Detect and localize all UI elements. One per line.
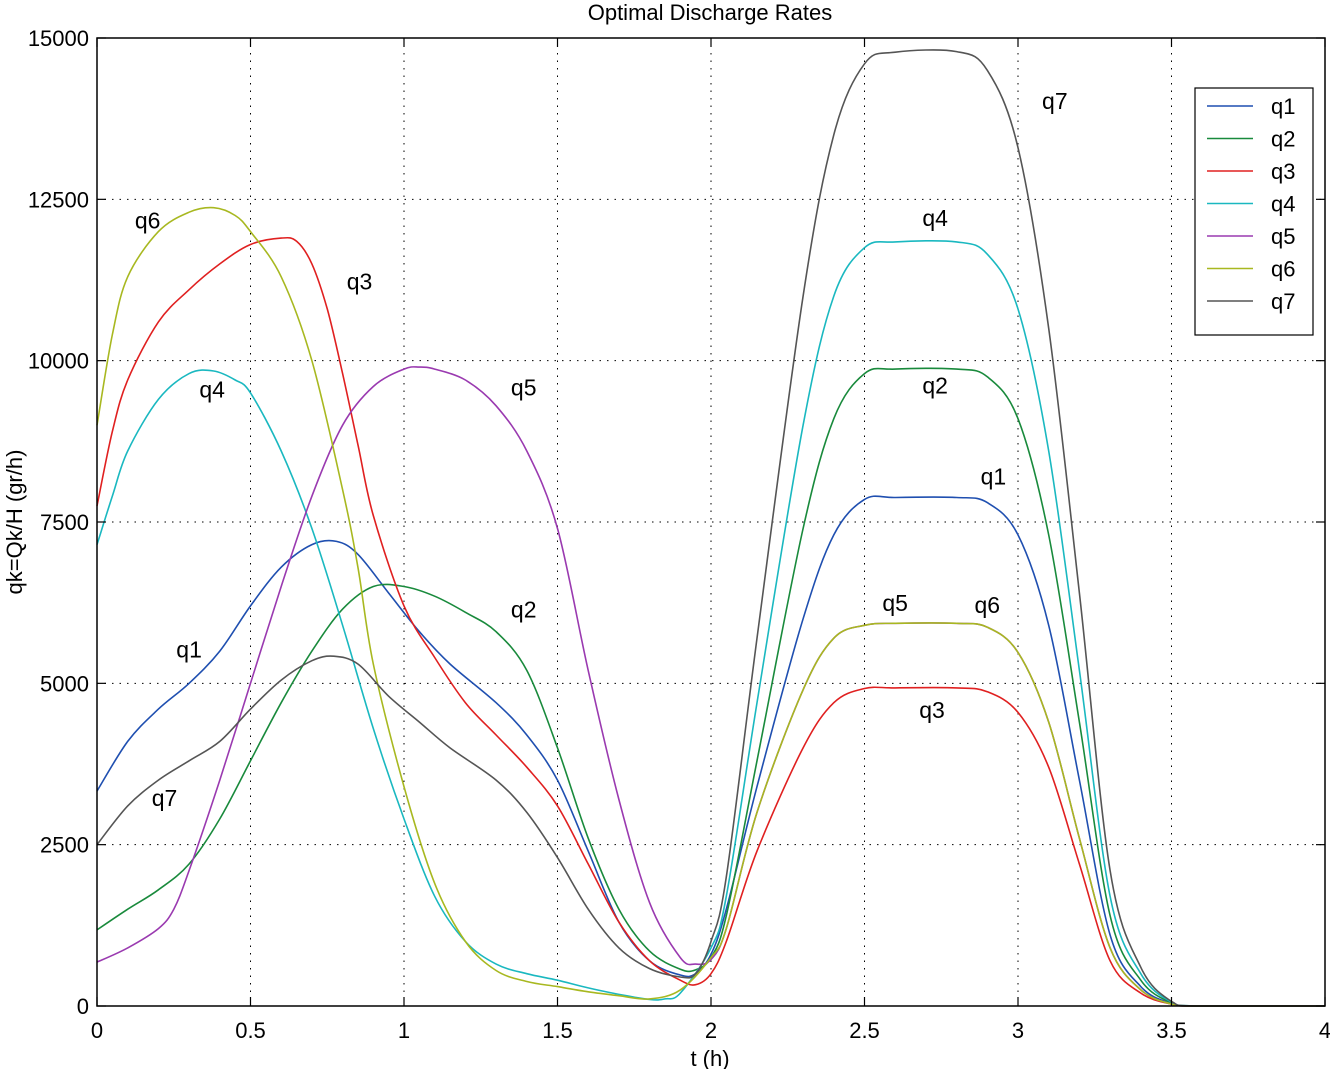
y-tick-label: 0 — [77, 994, 89, 1019]
series-line-q4 — [96, 239, 1325, 1007]
curve-annotations: q6 q3 q4 q5 q1 q2 q7 q7 q4 q2 q1 q5 q6 q3 — [135, 88, 1068, 811]
annotation-q7: q7 — [1042, 88, 1068, 114]
legend: q1 q2 q3 q4 q5 q6 q7 — [1194, 87, 1314, 336]
series-line-q2 — [96, 367, 1325, 1007]
y-tick-label: 5000 — [40, 671, 89, 696]
annotation-q3: q3 — [919, 697, 945, 723]
annotation-q5: q5 — [511, 375, 537, 401]
legend-box — [1194, 87, 1314, 336]
legend-label-q2: q2 — [1271, 127, 1295, 152]
series-line-q6 — [96, 206, 1325, 1007]
annotation-q2: q2 — [511, 597, 537, 623]
legend-label-q3: q3 — [1271, 159, 1295, 184]
y-tick-label: 2500 — [40, 833, 89, 858]
x-tick-label: 3 — [1012, 1018, 1024, 1043]
chart-title: Optimal Discharge Rates — [588, 0, 833, 25]
annotation-q4: q4 — [199, 376, 225, 402]
x-tick-label: 0.5 — [235, 1018, 266, 1043]
x-tick-label: 1.5 — [542, 1018, 573, 1043]
series-line-q3 — [96, 236, 1325, 1007]
y-axis-label: qk=Qk/H (gr/h) — [2, 450, 27, 595]
x-tick-label: 2 — [705, 1018, 717, 1043]
legend-label-q7: q7 — [1271, 289, 1295, 314]
annotation-q6: q6 — [135, 207, 161, 233]
x-axis-label: t (h) — [690, 1046, 729, 1069]
legend-label-q4: q4 — [1271, 192, 1295, 217]
series-line-q7 — [96, 49, 1325, 1007]
annotation-q4: q4 — [922, 205, 948, 231]
y-tick-label: 10000 — [28, 349, 89, 374]
x-tick-label: 2.5 — [849, 1018, 880, 1043]
annotation-q1: q1 — [981, 464, 1007, 490]
x-tick-label: 0 — [91, 1018, 103, 1043]
annotation-q6: q6 — [975, 592, 1001, 618]
x-tick-label: 1 — [398, 1018, 410, 1043]
x-tick-label: 3.5 — [1156, 1018, 1187, 1043]
legend-label-q6: q6 — [1271, 257, 1295, 282]
x-tick-label: 4 — [1319, 1018, 1330, 1043]
y-tick-label: 7500 — [40, 510, 89, 535]
legend-label-q1: q1 — [1271, 94, 1295, 119]
legend-label-q5: q5 — [1271, 224, 1295, 249]
annotation-q3: q3 — [347, 269, 373, 295]
y-tick-label: 15000 — [28, 26, 89, 51]
y-tick-label: 12500 — [28, 187, 89, 212]
annotation-q2: q2 — [922, 373, 948, 399]
series-line-q5 — [96, 366, 1325, 1007]
grid — [97, 38, 1325, 1006]
annotation-q7: q7 — [152, 785, 178, 811]
annotation-q5: q5 — [882, 590, 908, 616]
series-lines — [96, 49, 1325, 1007]
axis-ticks: 0 0.5 1 1.5 2 2.5 3 3.5 4 0 2500 5000 7500 10000 12500… — [28, 26, 1330, 1043]
annotation-q1: q1 — [176, 637, 202, 663]
